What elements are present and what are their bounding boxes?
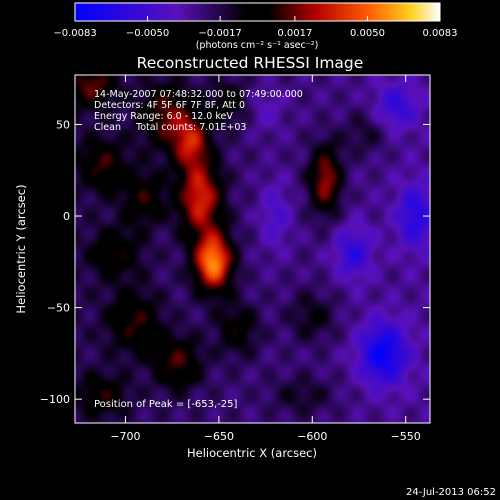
colorbar-tick-label: −0.0050 — [126, 28, 169, 39]
plot-frame — [74, 74, 431, 424]
colorbar-tick-label: 0.0083 — [423, 28, 458, 39]
chart-title: Reconstructed RHESSI Image — [137, 54, 364, 72]
x-tick-label: −700 — [110, 430, 140, 443]
colorbar-tick-label: −0.0083 — [53, 28, 96, 39]
x-tick-label: −650 — [204, 430, 234, 443]
colorbar-unit: (photons cm⁻² s⁻¹ asec⁻²) — [196, 40, 319, 51]
plot-area: −700 −650 −600 −550 −100 −50 0 50 — [40, 74, 431, 443]
y-axis-label: Heliocentric Y (arcsec) — [14, 184, 28, 313]
x-axis-label: Heliocentric X (arcsec) — [187, 446, 317, 460]
y-tick-label: −100 — [40, 393, 70, 406]
y-tick-label: −50 — [47, 302, 70, 315]
annotation-block: 14-May-2007 07:48:32.000 to 07:49:00.000… — [94, 89, 303, 133]
colorbar-ticks: −0.0083 −0.0050 −0.0017 0.0017 0.0050 0.0083 — [53, 16, 458, 39]
colorbar-tick-label: 0.0050 — [350, 28, 385, 39]
colorbar: −0.0083 −0.0050 −0.0017 0.0017 0.0050 0.0083 … — [53, 2, 458, 51]
peak-position-label: Position of Peak = [-653,-25] — [94, 399, 238, 410]
x-tick-label: −550 — [391, 430, 421, 443]
annotation-detectors: Detectors: 4F 5F 6F 7F 8F, Att 0 — [94, 100, 245, 111]
annotation-energy-range: Energy Range: 6.0 - 12.0 keV — [94, 111, 233, 122]
colorbar-tick-label: 0.0017 — [277, 28, 312, 39]
y-tick-label: 0 — [63, 210, 70, 223]
annotation-clean-counts: Clean Total counts: 7.01E+03 — [94, 122, 246, 133]
y-tick-label: 50 — [56, 118, 70, 131]
heatmap-image — [75, 75, 430, 423]
colorbar-gradient — [74, 2, 441, 22]
annotation-time-range: 14-May-2007 07:48:32.000 to 07:49:00.000 — [94, 89, 303, 100]
x-tick-label: −600 — [297, 430, 327, 443]
render-timestamp: 24-Jul-2013 06:52 — [406, 487, 496, 498]
colorbar-tick-label: −0.0017 — [198, 28, 241, 39]
axis-ticks: −700 −650 −600 −550 −100 −50 0 50 — [40, 75, 430, 443]
